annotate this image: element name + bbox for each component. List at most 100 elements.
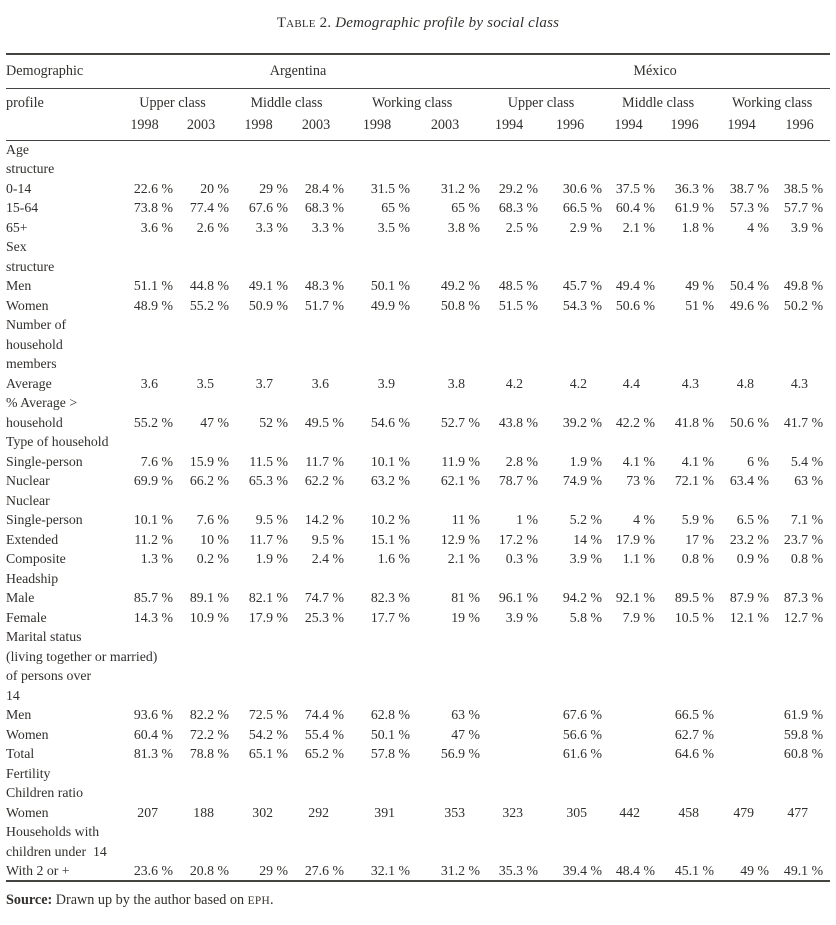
cell-value	[714, 140, 769, 160]
cell-value	[655, 491, 714, 511]
row-label: % Average >	[6, 395, 78, 411]
cell-value: 65%	[451, 200, 481, 216]
cell-value	[173, 433, 229, 453]
cell-value: 41.8%	[674, 414, 715, 430]
table-row: Women 60.4% 72.2% 54.2% 55.4% 50.1% 47% 56.6% 62…	[6, 725, 830, 745]
cell-value: 479	[733, 804, 755, 820]
cell-value	[538, 764, 602, 784]
cell-value	[769, 335, 830, 355]
cell-value	[480, 140, 538, 160]
cell-value: 5.8%	[569, 609, 603, 625]
cell-value: 23.7%	[783, 531, 824, 547]
cell-value	[116, 686, 173, 706]
year-header: 1998	[344, 115, 410, 141]
cell-value	[410, 316, 480, 336]
cell-value	[655, 686, 714, 706]
cell-value: 51%	[685, 297, 715, 313]
table-row: Total 81.3% 78.8% 65.1% 65.2% 57.8% 56.9% 61.6%…	[6, 745, 830, 765]
cell-value	[602, 257, 655, 277]
cell-value: 2.6%	[196, 219, 229, 235]
cell-value	[173, 491, 229, 511]
cell-value	[655, 764, 714, 784]
cell-value: 188	[193, 804, 214, 820]
cell-value: 0.8%	[790, 551, 824, 567]
cell-value	[288, 355, 344, 375]
cell-value: 63.4%	[729, 473, 770, 489]
cell-value	[288, 394, 344, 414]
cell-value: 48.5%	[498, 278, 539, 294]
row-label: structure	[6, 258, 55, 274]
cell-value: 78.8%	[189, 746, 229, 762]
cell-value	[480, 569, 538, 589]
cell-value: 63%	[451, 707, 481, 723]
cell-value	[655, 335, 714, 355]
section-label-row: Sex	[6, 238, 830, 258]
source-period: .	[270, 892, 274, 908]
cell-value: 3.3%	[311, 219, 344, 235]
cell-value	[229, 160, 288, 180]
cell-value	[410, 160, 480, 180]
row-label: 65+	[6, 219, 28, 235]
country-header-mexico: México	[480, 54, 831, 89]
class-header: Upper class	[139, 95, 206, 112]
cell-value: 14%	[573, 531, 603, 547]
cell-value	[655, 784, 714, 804]
cell-value: 44.8%	[189, 278, 229, 294]
cell-value: 92.1%	[615, 590, 656, 606]
row-label: Type of household	[6, 434, 109, 450]
row-label: Average	[6, 375, 52, 391]
cell-value	[288, 842, 344, 862]
cell-value: 66.5%	[674, 707, 715, 723]
cell-value	[288, 647, 344, 667]
cell-value	[655, 394, 714, 414]
row-label: Male	[6, 590, 35, 606]
cell-value: 3.9%	[569, 551, 603, 567]
cell-value	[229, 140, 288, 160]
cell-value: 60.4%	[133, 726, 173, 742]
cell-value	[288, 823, 344, 843]
cell-value: 45.1%	[674, 862, 715, 878]
cell-value	[480, 725, 538, 745]
source-text: Drawn up by the author based on	[52, 892, 248, 908]
cell-value: 292	[308, 804, 329, 820]
cell-value: 49.1%	[783, 862, 824, 878]
cell-value	[714, 316, 769, 336]
cell-value: 49.6%	[729, 297, 770, 313]
cell-value: 31.2%	[440, 180, 481, 196]
cell-value: 2.8%	[505, 453, 539, 469]
cell-value	[344, 569, 410, 589]
demographic-table: Demographic Argentina México profile Upp…	[6, 53, 831, 882]
cell-value: 57.8%	[370, 746, 410, 762]
table-row: With 2 or + 23.6% 20.8% 29% 27.6% 32.1% 31.2% 3…	[6, 862, 830, 882]
cell-value	[410, 140, 480, 160]
cell-value	[288, 433, 344, 453]
cell-value	[173, 784, 229, 804]
cell-value: 28.4%	[304, 180, 344, 196]
cell-value	[714, 491, 769, 511]
cell-value	[288, 316, 344, 336]
cell-value	[229, 316, 288, 336]
cell-value	[655, 140, 714, 160]
cell-value: 48.3%	[304, 278, 344, 294]
cell-value	[410, 257, 480, 277]
cell-value: 39.4%	[562, 862, 603, 878]
cell-value	[344, 628, 410, 648]
cell-value: 62.8%	[370, 707, 410, 723]
cell-value: 89.1%	[189, 590, 229, 606]
cell-value	[173, 686, 229, 706]
cell-value: 19%	[451, 609, 481, 625]
cell-value: 23.6%	[133, 862, 173, 878]
cell-value	[173, 764, 229, 784]
table-row: 65+ 3.6% 2.6% 3.3% 3.3% 3.5% 3.8% 2.5% 2.9% 2.1% 1…	[6, 218, 830, 238]
cell-value	[538, 842, 602, 862]
cell-value	[116, 491, 173, 511]
cell-value: 30.6%	[562, 180, 603, 196]
cell-value	[173, 394, 229, 414]
cell-value	[769, 355, 830, 375]
cell-value: 51.7%	[304, 297, 344, 313]
year-header: 1996	[769, 115, 831, 141]
cell-value: 4.1%	[681, 453, 715, 469]
cell-value	[288, 335, 344, 355]
cell-value: 74.7%	[304, 590, 344, 606]
row-label: Age	[6, 142, 29, 157]
